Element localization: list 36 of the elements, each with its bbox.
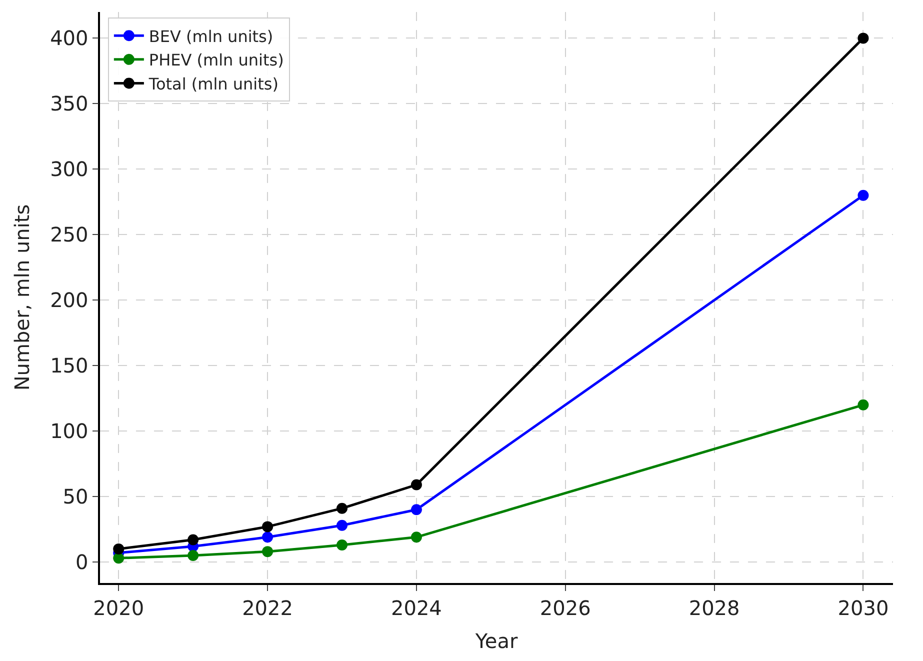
legend-label: Total (mln units) [148, 74, 278, 94]
point [858, 190, 869, 201]
point [262, 532, 274, 543]
x-tick-label: 2024 [391, 596, 442, 620]
point [410, 532, 422, 543]
point [858, 399, 869, 410]
y-tick-label: 200 [50, 288, 88, 312]
y-tick-label: 150 [50, 354, 88, 378]
point [113, 543, 124, 554]
x-tick-label: 2020 [93, 596, 144, 620]
point [410, 504, 422, 516]
y-tick-label: 350 [50, 92, 88, 116]
y-axis-title: Number, mln units [10, 204, 34, 391]
point [262, 546, 274, 558]
point [188, 534, 199, 546]
x-tick-label: 2028 [688, 596, 740, 620]
y-tick-label: 300 [50, 157, 88, 182]
point [336, 540, 348, 551]
y-tick-label: 100 [50, 419, 88, 444]
y-tick-label: 250 [50, 222, 88, 247]
point [336, 502, 348, 514]
y-tick-label: 0 [76, 550, 88, 574]
x-axis-title: Year [474, 628, 518, 653]
legend-label: PHEV (mln units) [148, 50, 284, 70]
point [858, 32, 869, 44]
x-tick-label: 2026 [540, 596, 591, 620]
y-tick-label: 50 [62, 484, 88, 509]
point [410, 479, 422, 490]
point [188, 550, 199, 561]
point [113, 552, 124, 564]
point [262, 521, 274, 532]
legend-label: BEV (mln units) [148, 26, 274, 46]
x-tick-label: 2022 [242, 596, 293, 620]
y-tick-label: 400 [50, 26, 88, 50]
x-tick-label: 2030 [838, 596, 889, 620]
point [336, 520, 348, 531]
